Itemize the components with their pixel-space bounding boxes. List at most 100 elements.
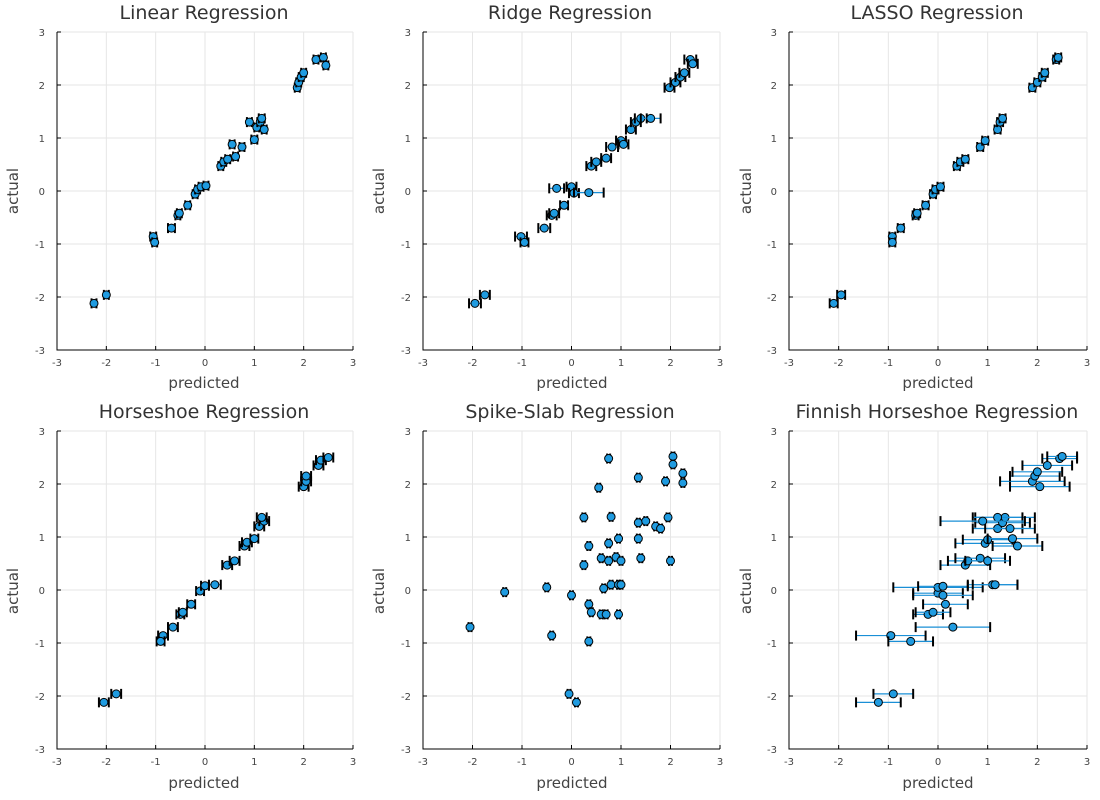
marker <box>641 516 651 526</box>
marker <box>101 290 111 300</box>
marker <box>980 136 990 146</box>
marker <box>604 556 614 566</box>
x-tick-label: 3 <box>350 757 356 768</box>
x-tick-label: -2 <box>834 757 844 768</box>
marker <box>552 183 562 193</box>
marker <box>938 581 948 591</box>
marker <box>633 473 643 483</box>
y-tick-label: 3 <box>405 28 411 39</box>
data-point <box>231 151 241 162</box>
panel-title: LASSO Regression <box>850 2 1023 24</box>
data-point <box>998 113 1008 124</box>
data-point <box>186 599 197 610</box>
x-tick-label: 3 <box>717 757 723 768</box>
plot-area: -3 -2 -1 0 1 2 3 -3 -2 -1 0 1 2 3 <box>401 28 723 369</box>
marker <box>579 512 589 522</box>
y-tick-label: -2 <box>401 293 411 304</box>
data-point <box>465 622 475 633</box>
marker <box>186 599 196 609</box>
y-tick-label: -1 <box>35 240 45 251</box>
data-point <box>661 476 671 487</box>
data-point <box>616 555 626 566</box>
y-tick-label: 3 <box>39 427 45 438</box>
data-point <box>604 555 614 566</box>
marker <box>156 636 166 646</box>
marker <box>998 113 1008 123</box>
data-point <box>935 181 945 192</box>
marker <box>111 689 121 699</box>
data-point <box>980 135 990 146</box>
panel-title: Horseshoe Regression <box>99 401 310 423</box>
panel-horseshoe: Horseshoe Regression predicted actual -3… <box>4 401 356 792</box>
data-point <box>633 517 643 528</box>
y-tick-label: 0 <box>405 187 411 198</box>
data-point <box>1011 466 1064 477</box>
data-point <box>1046 451 1079 462</box>
y-axis-label: actual <box>737 568 755 614</box>
marker <box>564 689 574 699</box>
x-tick-label: -1 <box>883 358 893 369</box>
data-point <box>321 60 331 71</box>
data-point <box>954 553 1007 564</box>
data-point <box>183 200 193 211</box>
data-point <box>571 697 581 708</box>
x-tick-label: -2 <box>101 358 111 369</box>
data-point <box>606 579 616 590</box>
marker <box>663 512 673 522</box>
y-tick-label: 3 <box>771 28 777 39</box>
x-tick-label: -3 <box>784 757 794 768</box>
data-point <box>255 512 268 523</box>
data-point <box>579 560 589 571</box>
marker <box>150 237 160 247</box>
data-point <box>177 607 188 618</box>
marker <box>200 581 210 591</box>
plot-area: -3 -2 -1 0 1 2 3 -3 -2 -1 0 1 2 3 <box>767 28 1090 369</box>
y-tick-label: 1 <box>771 134 777 145</box>
data-point <box>1009 481 1071 492</box>
x-tick-label: 1 <box>251 358 257 369</box>
x-tick-label: 1 <box>251 757 257 768</box>
marker <box>836 290 846 300</box>
data-point <box>155 636 166 647</box>
data-point <box>986 533 1039 544</box>
marker <box>633 534 643 544</box>
marker <box>921 200 931 210</box>
data-point <box>101 289 111 300</box>
marker <box>896 223 906 233</box>
data-point <box>887 636 935 647</box>
x-tick-label: 2 <box>667 757 673 768</box>
data-point <box>1021 460 1074 471</box>
data-point <box>223 154 233 165</box>
panel-ridge: Ridge Regression predicted actual -3 -2 -1… <box>370 2 723 392</box>
marker <box>656 524 666 534</box>
data-point <box>249 134 259 145</box>
x-tick-label: -3 <box>784 358 794 369</box>
data-point <box>960 154 970 165</box>
data-point <box>300 471 313 482</box>
data-point <box>468 298 482 309</box>
marker <box>978 516 988 526</box>
data-point <box>601 609 611 620</box>
data-point <box>641 516 651 527</box>
marker <box>321 60 331 70</box>
marker <box>948 622 958 632</box>
marker <box>244 117 254 127</box>
y-tick-label: -3 <box>401 346 411 357</box>
x-tick-label: 0 <box>568 358 574 369</box>
marker <box>480 290 490 300</box>
y-tick-label: 3 <box>39 28 45 39</box>
marker <box>178 607 188 617</box>
data-point <box>964 555 1012 566</box>
data-point <box>639 113 662 124</box>
marker <box>993 512 1003 522</box>
data-point <box>604 538 614 549</box>
marker <box>935 182 945 192</box>
marker <box>678 468 688 478</box>
marker <box>829 298 839 308</box>
data-point <box>257 113 267 124</box>
x-tick-label: 1 <box>618 358 624 369</box>
data-point <box>912 590 974 601</box>
y-tick-label: 0 <box>39 187 45 198</box>
marker <box>599 583 609 593</box>
y-tick-label: -3 <box>767 745 777 756</box>
